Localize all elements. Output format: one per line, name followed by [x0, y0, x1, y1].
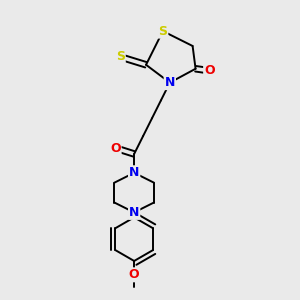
- Text: O: O: [204, 64, 215, 77]
- Text: O: O: [129, 268, 140, 281]
- Text: N: N: [129, 166, 139, 179]
- Text: N: N: [129, 206, 139, 219]
- Text: S: S: [116, 50, 125, 63]
- Text: N: N: [165, 76, 175, 89]
- Text: O: O: [110, 142, 121, 154]
- Text: S: S: [158, 25, 167, 38]
